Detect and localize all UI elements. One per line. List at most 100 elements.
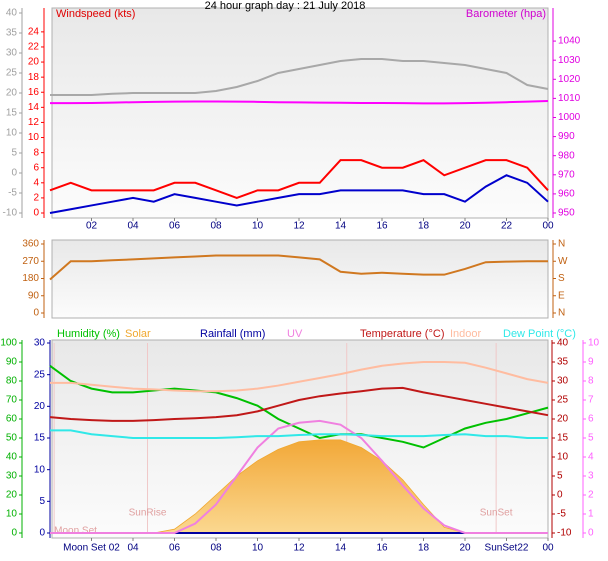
y-tick-label: W — [558, 256, 568, 267]
x-tick-label: 20 — [459, 221, 471, 232]
y-tick-label: 270 — [22, 256, 39, 267]
y-tick-label: 80 — [6, 376, 18, 387]
y-tick-label: 50 — [6, 433, 18, 444]
y-tick-label: -5 — [557, 509, 566, 520]
y-tick-label: 20 — [6, 88, 18, 99]
x-tick-label: 06 — [169, 221, 181, 232]
y-tick-label: 10 — [588, 338, 600, 349]
x-tick-label: 04 — [127, 221, 139, 232]
y-tick-label: 9 — [588, 357, 594, 368]
y-tick-label: 180 — [22, 273, 39, 284]
y-tick-label: 25 — [34, 369, 46, 380]
line — [49, 386, 549, 422]
x-tick-label: 02 — [86, 221, 98, 232]
legend-label: UV — [287, 328, 303, 340]
y-tick-label: 0 — [33, 308, 39, 319]
y-tick-label: 10 — [28, 132, 40, 143]
line — [49, 254, 548, 281]
y-tick-label: 1030 — [558, 55, 581, 66]
x-tick-label: 12 — [293, 543, 305, 554]
y-tick-label: 5 — [588, 433, 594, 444]
y-tick-label: 960 — [558, 189, 575, 200]
y-tick-label: 10 — [34, 464, 46, 475]
y-tick-label: 3 — [588, 471, 594, 482]
y-tick-label: 10 — [557, 452, 569, 463]
y-tick-label: 100 — [0, 338, 17, 349]
y-tick-label: 360 — [22, 239, 39, 250]
x-tick-label: SunSet22 — [485, 543, 529, 554]
x-tick-label: 22 — [501, 221, 513, 232]
y-tick-label: 7 — [588, 395, 594, 406]
y-tick-label: 0 — [557, 490, 563, 501]
y-tick-label: 2 — [33, 193, 39, 204]
y-tick-label: 40 — [6, 452, 18, 463]
event-label: Moon Set — [54, 526, 97, 537]
y-tick-label: 20 — [34, 401, 46, 412]
legend-label: Humidity (%) — [57, 328, 120, 340]
y-tick-label: 90 — [28, 290, 40, 301]
x-tick-label: 16 — [376, 221, 388, 232]
y-tick-label: 6 — [588, 414, 594, 425]
y-tick-label: S — [558, 273, 565, 284]
x-tick-label: 10 — [252, 543, 264, 554]
y-tick-label: -5 — [8, 188, 17, 199]
line — [50, 429, 548, 439]
x-tick-label: 06 — [169, 543, 181, 554]
y-tick-label: 8 — [33, 147, 39, 158]
x-tick-label: 08 — [210, 221, 222, 232]
y-tick-label: 1 — [588, 509, 594, 520]
y-tick-label: 10 — [6, 128, 18, 139]
y-tick-label: 20 — [28, 57, 40, 68]
y-tick-label: 970 — [558, 169, 575, 180]
y-tick-label: 14 — [28, 102, 40, 113]
chart-title: 24 hour graph day : 21 July 2018 — [205, 0, 366, 12]
y-tick-label: 8 — [588, 376, 594, 387]
y-tick-label: 60 — [6, 414, 18, 425]
x-tick-label: 00 — [542, 221, 554, 232]
y-tick-label: 16 — [28, 87, 40, 98]
y-tick-label: 990 — [558, 131, 575, 142]
y-tick-label: 5 — [39, 496, 45, 507]
event-label: SunRise — [129, 508, 167, 519]
y-tick-label: 0 — [39, 528, 45, 539]
legend-label: Solar — [125, 328, 151, 340]
line — [50, 419, 548, 534]
y-tick-label: 5 — [11, 148, 17, 159]
x-tick-label: Moon Set 02 — [63, 543, 120, 554]
y-tick-label: 15 — [6, 108, 18, 119]
line — [50, 58, 549, 96]
y-tick-label: 40 — [6, 8, 18, 19]
y-tick-label: E — [558, 290, 565, 301]
y-tick-label: 35 — [557, 357, 569, 368]
y-tick-label: N — [558, 239, 565, 250]
y-tick-label: -10 — [3, 208, 18, 219]
x-tick-label: 18 — [418, 221, 430, 232]
y-tick-label: 30 — [6, 48, 18, 59]
y-tick-label: 980 — [558, 150, 575, 161]
y-tick-label: 25 — [557, 395, 569, 406]
line — [49, 364, 549, 449]
y-tick-label: N — [558, 308, 565, 319]
y-tick-label: 10 — [6, 509, 18, 520]
y-tick-label: 40 — [557, 338, 569, 349]
y-tick-label: 15 — [34, 433, 46, 444]
line — [49, 174, 549, 214]
x-tick-label: 00 — [542, 543, 554, 554]
line — [50, 361, 549, 393]
legend-label: Indoor — [450, 328, 482, 340]
x-tick-label: 10 — [252, 221, 264, 232]
event-label: SunSet — [480, 508, 513, 519]
y-tick-label: 35 — [6, 28, 18, 39]
y-tick-label: 18 — [28, 72, 40, 83]
x-tick-label: 16 — [376, 543, 388, 554]
y-tick-label: 20 — [6, 490, 18, 501]
y-tick-label: 30 — [6, 471, 18, 482]
plot-area — [51, 239, 549, 319]
y-tick-label: 0 — [33, 208, 39, 219]
y-tick-label: 15 — [557, 433, 569, 444]
y-tick-label: -10 — [557, 528, 572, 539]
line — [49, 159, 549, 199]
x-tick-label: 04 — [127, 543, 139, 554]
y-tick-label: 0 — [11, 528, 17, 539]
